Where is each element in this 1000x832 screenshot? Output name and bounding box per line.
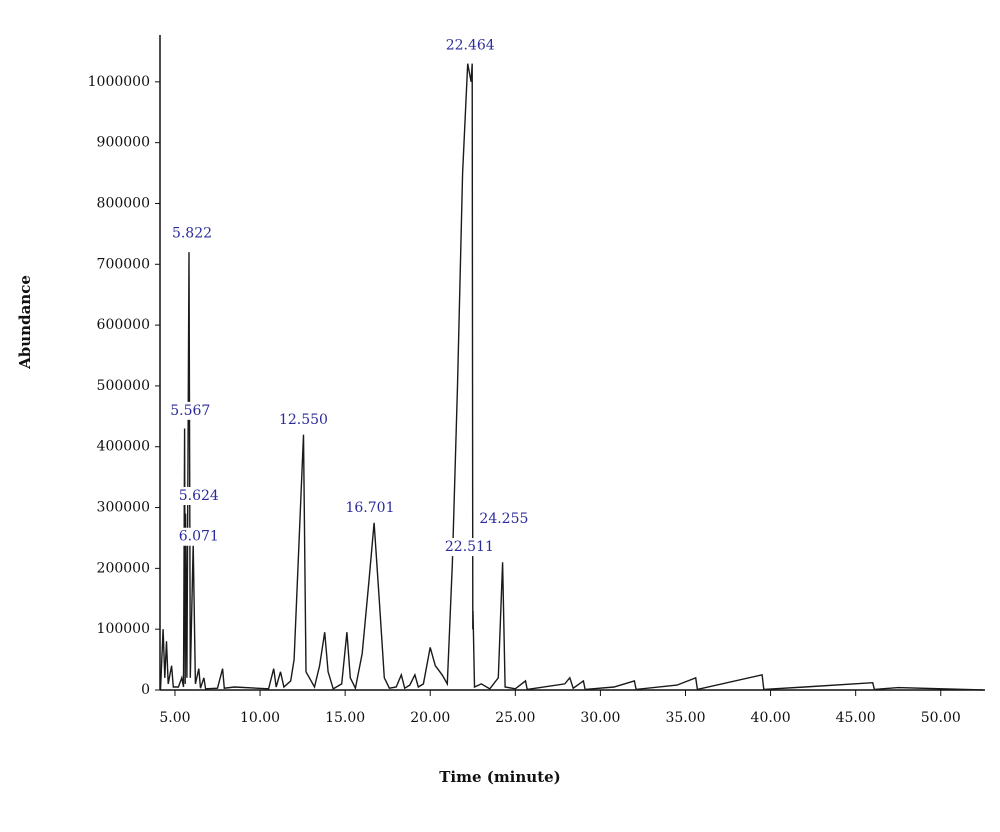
y-tick-label: 0	[141, 682, 150, 698]
label-bg	[174, 486, 223, 505]
x-tick-label: 25.00	[495, 710, 535, 726]
trace	[159, 63, 984, 691]
y-tick-label: 400000	[97, 439, 150, 455]
x-tick-label: 45.00	[836, 710, 876, 726]
x-tick-label: 50.00	[921, 710, 961, 726]
peak-label: 6.071	[179, 529, 219, 545]
x-tick-label: 15.00	[325, 710, 365, 726]
y-tick-label: 1000000	[88, 74, 150, 90]
y-tick-label: 900000	[97, 135, 150, 151]
peak-label: 24.255	[479, 511, 528, 527]
label-bg	[446, 36, 495, 55]
x-tick-label: 40.00	[751, 710, 791, 726]
y-tick-label: 700000	[97, 256, 150, 272]
y-tick-label: 300000	[97, 500, 150, 516]
y-tick-label: 600000	[97, 317, 150, 333]
y-axis-title: Abundance	[16, 275, 34, 370]
peak-label: 12.550	[279, 412, 328, 428]
y-tick-label: 800000	[97, 195, 150, 211]
label-bg	[445, 538, 494, 557]
label-bg	[479, 510, 528, 529]
x-tick-label: 20.00	[410, 710, 450, 726]
x-tick-label: 30.00	[580, 710, 620, 726]
peak-label: 16.701	[345, 500, 394, 516]
label-bg	[167, 224, 216, 243]
peak-label: 5.567	[170, 403, 210, 419]
label-bg	[166, 401, 215, 420]
y-tick-label: 100000	[97, 621, 150, 637]
label-bg	[279, 410, 328, 429]
peak-label: 22.464	[446, 37, 495, 53]
x-tick-label: 35.00	[665, 710, 705, 726]
peak-label: 5.822	[172, 225, 212, 241]
label-bg	[345, 499, 394, 518]
x-tick-label: 10.00	[240, 710, 280, 726]
x-axis-title: Time (minute)	[439, 768, 561, 786]
y-tick-label: 200000	[97, 560, 150, 576]
peak-label: 5.624	[179, 488, 219, 504]
y-tick-label: 500000	[97, 378, 150, 394]
label-bg	[174, 527, 223, 546]
peak-label: 22.511	[445, 539, 494, 555]
x-tick-label: 5.00	[159, 710, 190, 726]
